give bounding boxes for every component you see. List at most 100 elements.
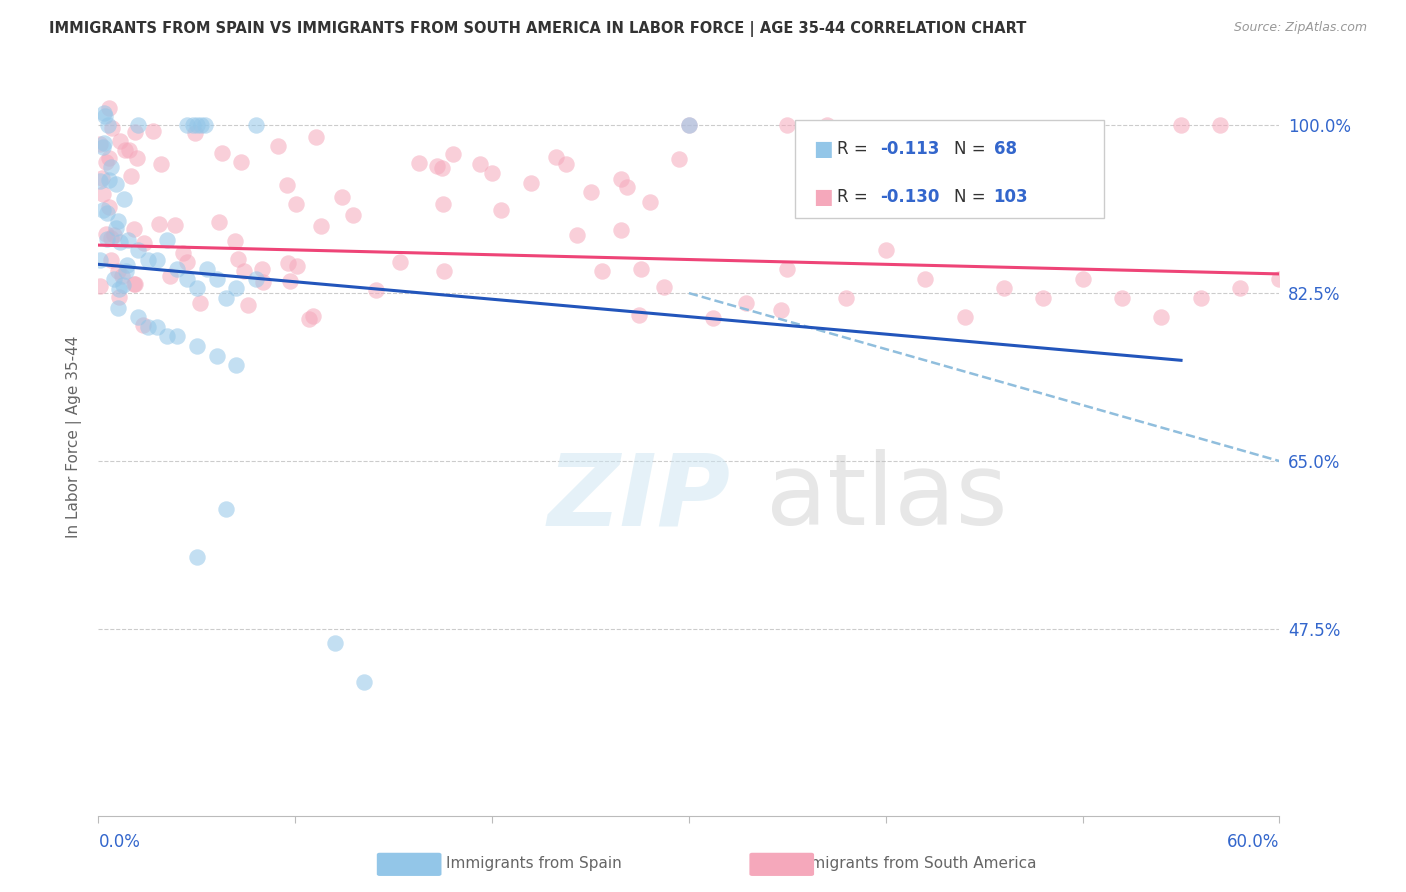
Text: atlas: atlas [766, 450, 1007, 546]
Point [953, 310, 976, 325]
Point [97, 102, 120, 116]
Point [98, 151, 121, 165]
Point [122, 222, 145, 236]
Text: R =: R = [838, 140, 873, 158]
Point [103, 228, 125, 243]
Point [489, 202, 512, 217]
Point [267, 139, 290, 153]
Point [100, 160, 122, 174]
Point [190, 118, 212, 132]
Point [245, 271, 267, 285]
Point [103, 272, 125, 286]
Point [184, 126, 207, 140]
Point [148, 217, 170, 231]
Text: ZIP: ZIP [547, 450, 730, 546]
Text: -0.130: -0.130 [880, 188, 939, 206]
Point [205, 349, 228, 363]
Point [225, 281, 247, 295]
Point [616, 179, 638, 194]
Point [276, 178, 298, 192]
Point [181, 118, 204, 132]
Point [108, 290, 131, 304]
Point [124, 125, 146, 139]
Point [1229, 281, 1251, 295]
Point [112, 192, 135, 206]
Point [94, 155, 117, 169]
Point [97, 118, 120, 132]
Text: ■: ■ [814, 187, 834, 208]
Point [342, 208, 364, 222]
Point [98, 173, 121, 187]
Point [668, 152, 690, 166]
Point [172, 246, 194, 260]
Point [105, 220, 128, 235]
Point [224, 234, 246, 248]
Point [107, 264, 129, 278]
Point [1032, 291, 1054, 305]
Point [323, 636, 346, 650]
Point [108, 235, 131, 249]
Point [1209, 118, 1232, 132]
Point [678, 118, 700, 132]
Point [330, 190, 353, 204]
Point [302, 310, 325, 324]
Point [105, 178, 128, 192]
Point [117, 233, 139, 247]
Point [98, 200, 121, 214]
Point [252, 275, 274, 289]
Point [432, 161, 454, 175]
Point [1071, 271, 1094, 285]
Point [298, 312, 321, 326]
Point [776, 262, 799, 277]
Point [389, 255, 412, 269]
Point [89, 278, 111, 293]
Point [186, 549, 208, 564]
Point [122, 277, 145, 291]
Point [188, 295, 211, 310]
Point [638, 194, 661, 209]
Text: 103: 103 [994, 188, 1028, 206]
Point [107, 214, 129, 228]
Point [226, 252, 249, 266]
Point [238, 297, 260, 311]
Point [108, 282, 131, 296]
Point [734, 296, 756, 310]
Point [89, 252, 111, 267]
Point [835, 291, 858, 305]
Text: R =: R = [838, 188, 873, 206]
Point [993, 281, 1015, 295]
Point [233, 263, 256, 277]
Point [176, 118, 198, 132]
Point [124, 277, 146, 291]
Point [776, 118, 799, 132]
Point [89, 136, 111, 151]
Point [166, 262, 188, 277]
Point [127, 243, 149, 257]
Point [215, 291, 238, 305]
Point [278, 274, 301, 288]
Point [229, 154, 252, 169]
Point [132, 235, 155, 250]
Point [146, 319, 169, 334]
Point [1268, 271, 1291, 285]
Point [468, 157, 491, 171]
Text: -0.113: -0.113 [880, 140, 939, 158]
Point [277, 255, 299, 269]
Point [166, 329, 188, 343]
Point [94, 227, 117, 242]
Point [215, 502, 238, 516]
Text: 0.0%: 0.0% [98, 833, 141, 851]
Point [115, 258, 138, 272]
Point [630, 262, 652, 277]
Point [146, 252, 169, 267]
Point [91, 186, 114, 201]
Point [111, 268, 134, 283]
Point [652, 280, 675, 294]
Point [120, 169, 142, 183]
Point [285, 259, 308, 273]
Point [610, 223, 633, 237]
Text: N =: N = [955, 140, 991, 158]
Point [142, 124, 165, 138]
Point [132, 318, 155, 333]
Point [93, 105, 115, 120]
